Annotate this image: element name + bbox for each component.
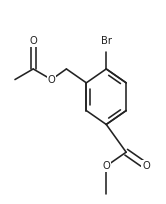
Text: O: O (102, 161, 110, 171)
Text: O: O (48, 74, 55, 85)
Text: Br: Br (101, 36, 112, 46)
Text: O: O (29, 36, 37, 46)
Text: O: O (142, 161, 150, 171)
